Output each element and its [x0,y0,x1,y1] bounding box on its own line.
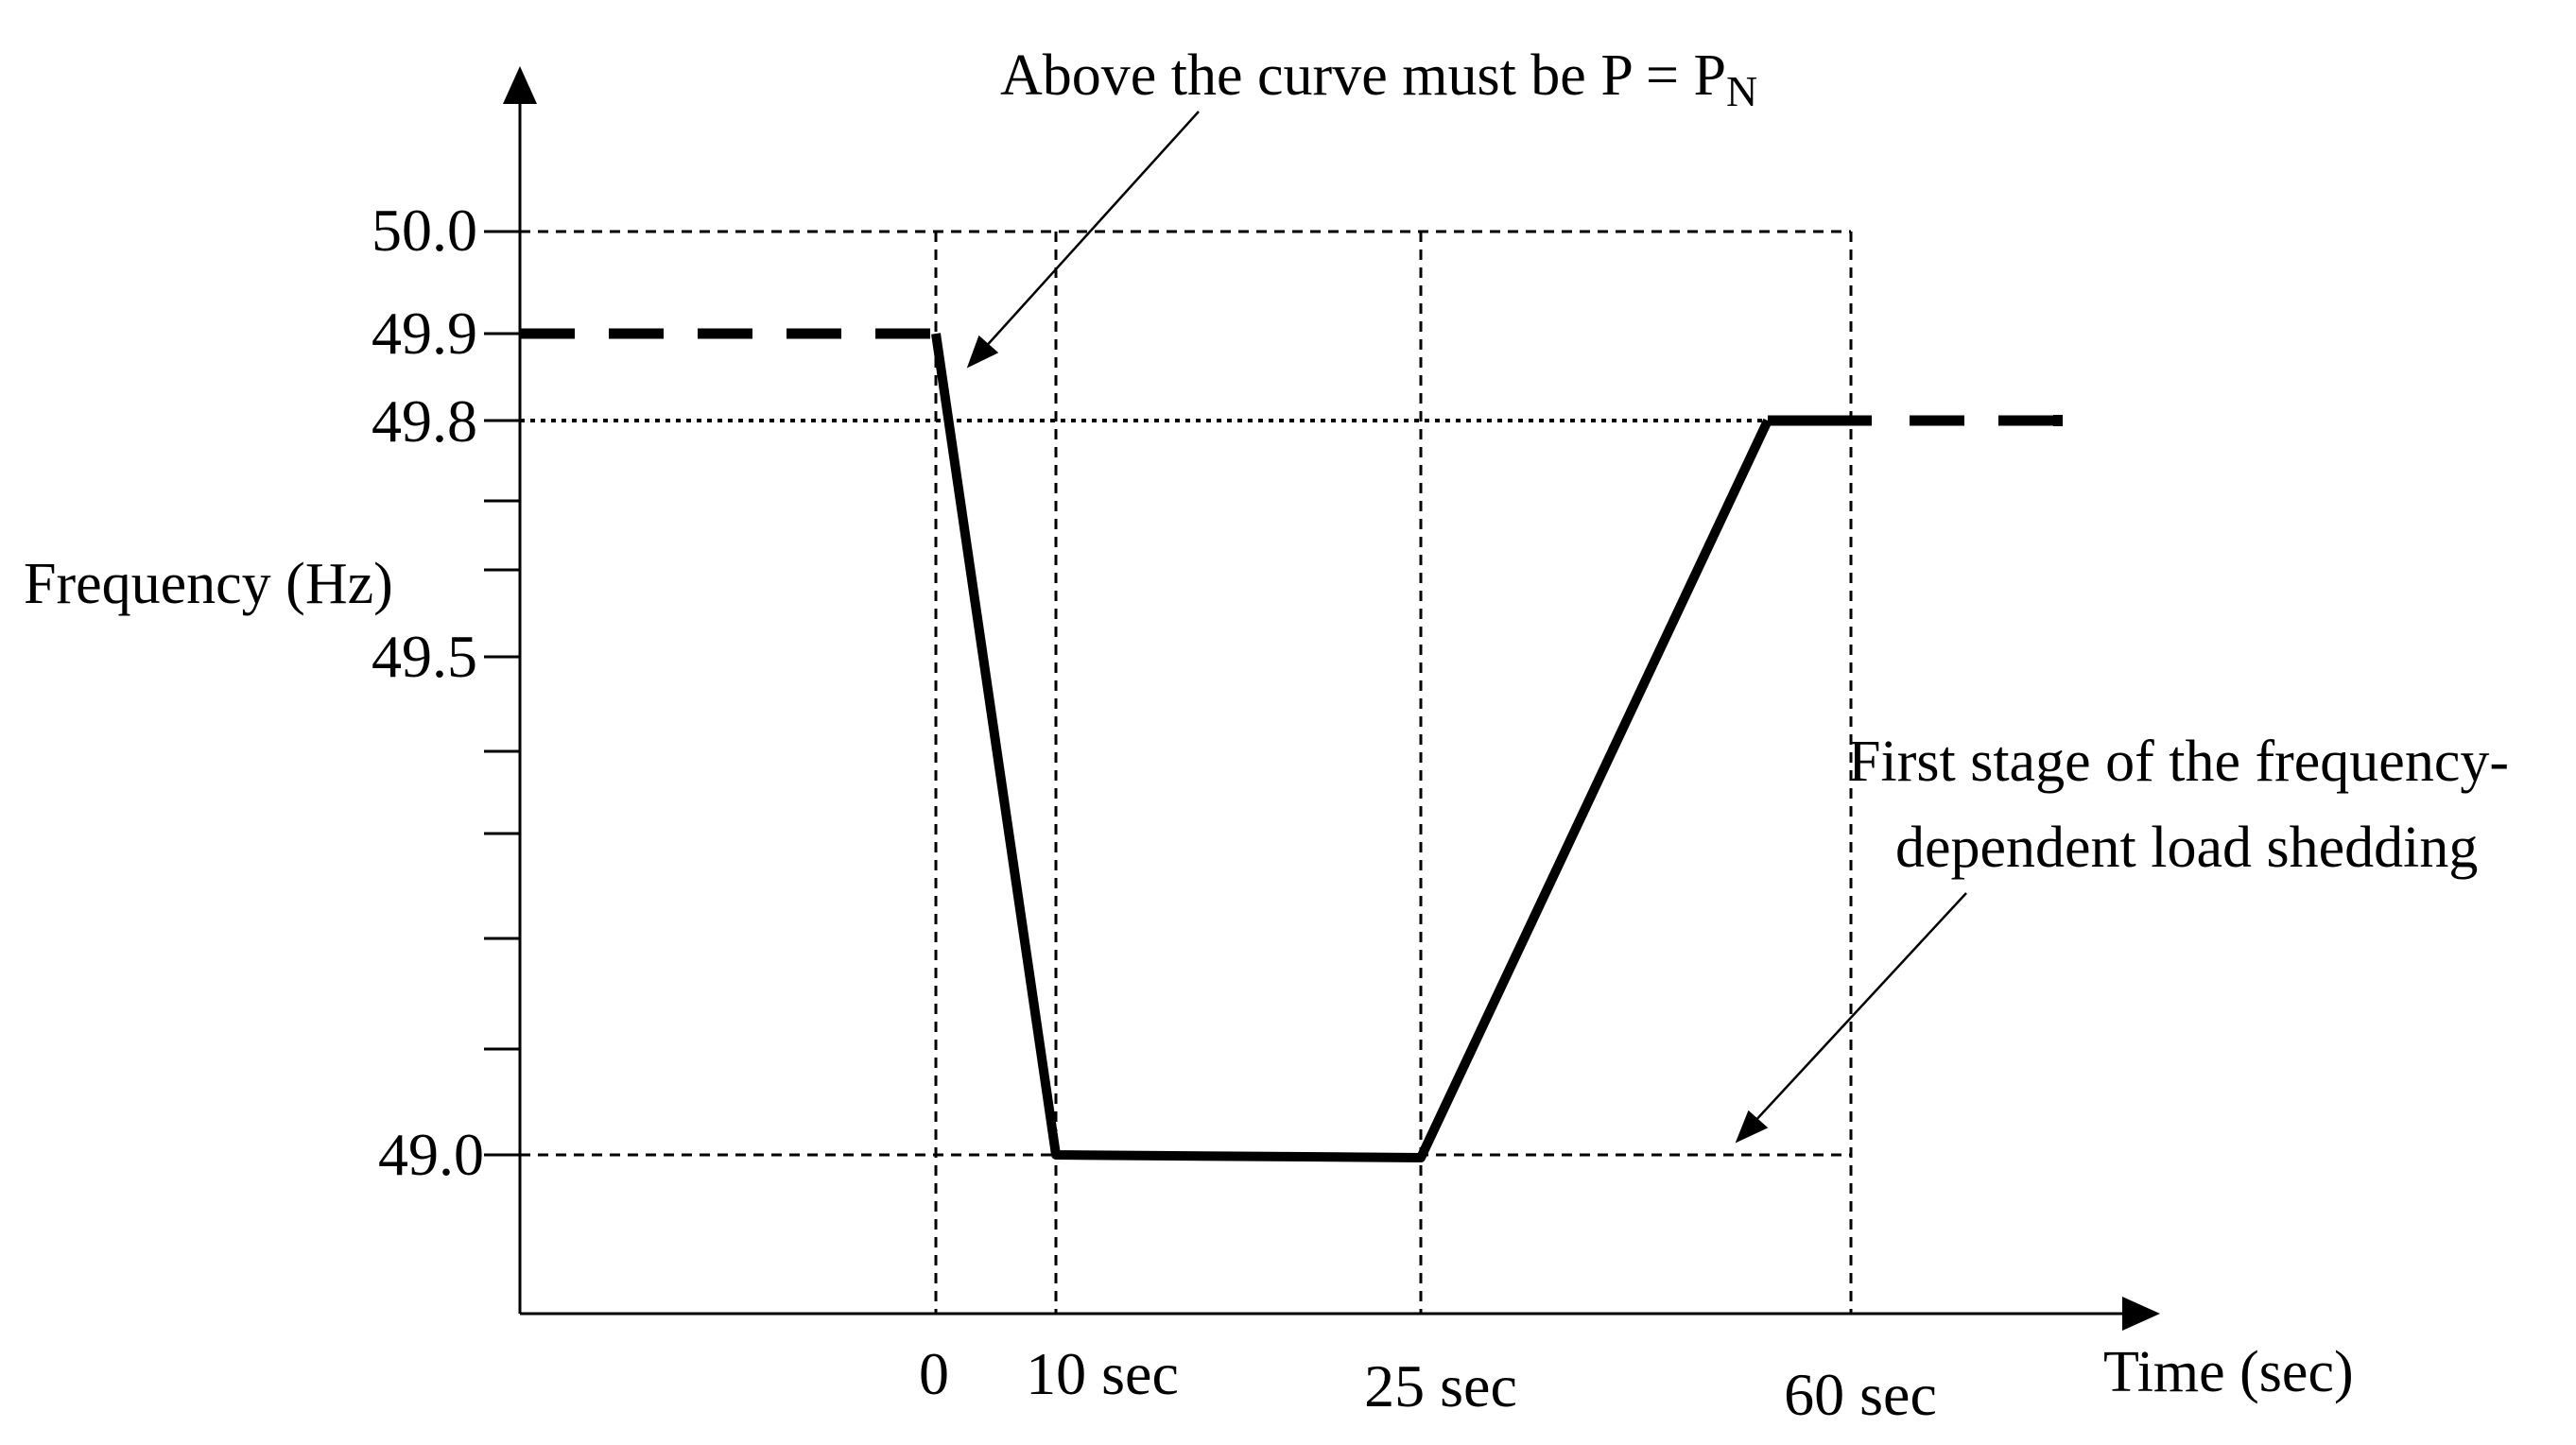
first-stage-arrow-line [1753,892,1967,1124]
y-tick-label: 49.0 [378,1121,484,1188]
above-curve-arrowhead [966,335,999,369]
y-axis-title: Frequency (Hz) [24,552,393,616]
y-tick-label: 49.9 [372,300,477,367]
first-stage-arrowhead [1735,1110,1769,1144]
annotation-arrows [966,111,1967,1144]
x-tick-label: 25 sec [1364,1352,1517,1419]
above-curve-annotation: Above the curve must be P = PN [1000,43,1757,115]
y-tick-label: 50.0 [372,197,477,264]
y-tick-marks [484,230,520,1157]
y-tick-label: 49.8 [372,387,477,455]
x-tick-label: 60 sec [1784,1361,1937,1428]
x-axis-arrowhead [2122,1297,2160,1331]
first-stage-annotation-line1: First stage of the frequency- [1848,730,2509,794]
x-tick-label: 0 [919,1340,949,1407]
frequency-limit-curve [931,333,1772,1162]
above-curve-annotation-subscript: N [1726,67,1757,115]
y-axis-arrowhead [503,66,537,104]
recovered-dash-end [2053,415,2063,426]
series [520,328,2070,1162]
above-curve-arrow-line [982,111,1200,351]
above-curve-annotation-text: Above the curve must be P = P [1000,43,1726,108]
first-stage-annotation-line2: dependent load shedding [1895,816,2478,880]
x-tick-labels: 0 10 sec 25 sec 60 sec [919,1340,1937,1428]
y-tick-label: 49.5 [372,623,477,690]
x-axis-title: Time (sec) [2103,1340,2354,1404]
axes [518,95,2127,1316]
y-tick-labels: 50.0 49.9 49.8 49.5 49.0 [372,197,484,1188]
x-tick-label: 10 sec [1026,1340,1179,1407]
